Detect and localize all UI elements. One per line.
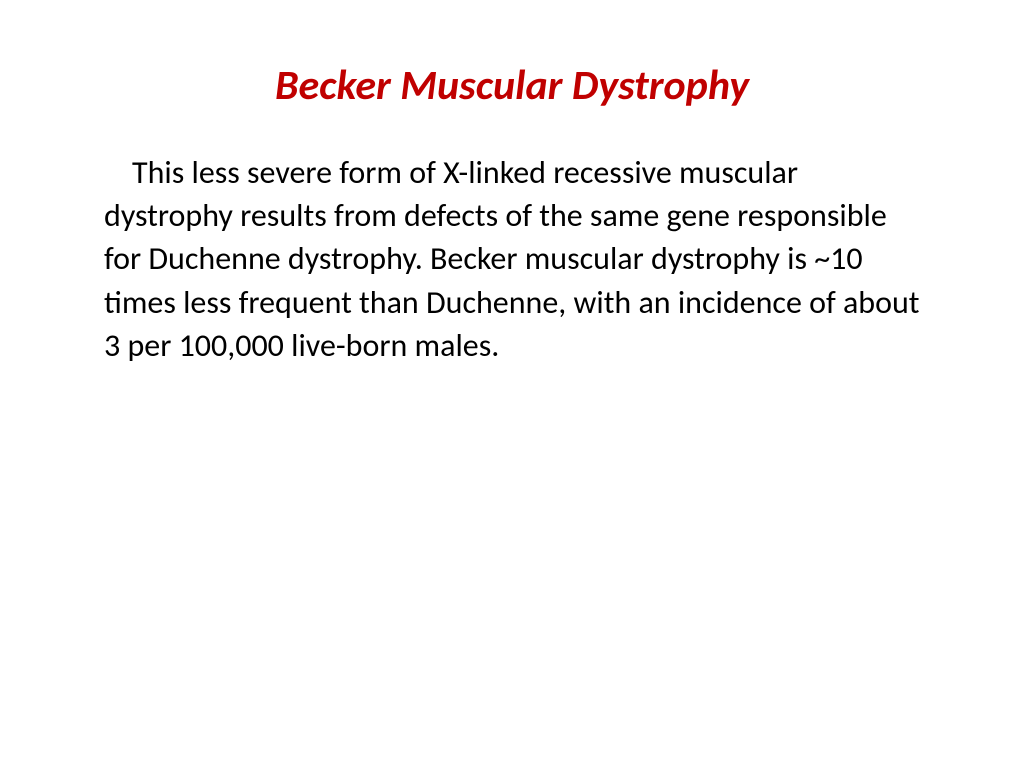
slide-title: Becker Muscular Dystrophy — [90, 60, 934, 111]
slide-body-text: This less severe form of X-linked recess… — [90, 151, 934, 367]
